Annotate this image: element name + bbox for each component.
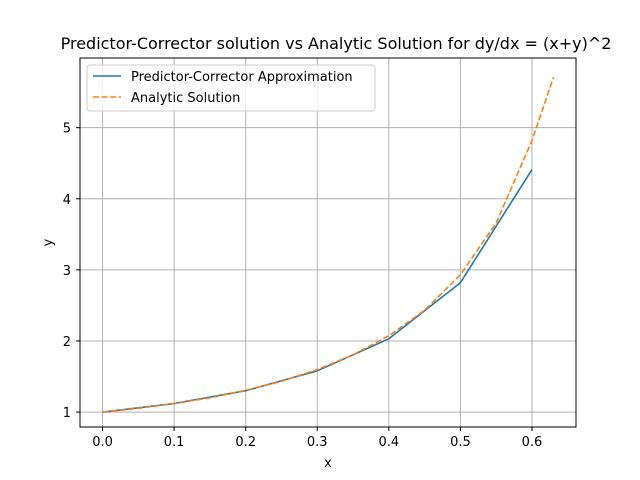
y-tick-label: 4 [63,193,71,208]
legend-label-1: Predictor-Corrector Approximation [131,70,353,85]
x-tick-label: 0.2 [235,435,256,450]
ticks: 0.0 0.1 0.2 0.3 0.4 0.5 0.6 1 2 3 4 5 [63,122,543,450]
series-line-2 [102,76,555,413]
axes-frame [79,57,577,428]
x-tick-label: 0.5 [450,435,471,450]
legend-box [86,64,376,112]
y-axis-label: y [41,238,56,246]
x-tick-label: 0.1 [164,435,185,450]
plot-lines [102,76,555,413]
legend-label-2: Analytic Solution [131,91,240,106]
y-tick-label: 2 [63,335,71,350]
x-tick-label: 0.6 [522,435,543,450]
y-tick-label: 1 [63,406,71,421]
legend: Predictor-Corrector Approximation Analyti… [86,64,376,112]
y-tick-label: 3 [63,264,71,279]
x-axis-label: x [324,456,332,471]
x-tick-label: 0.3 [307,435,328,450]
x-tick-label: 0.0 [92,435,113,450]
chart-title: Predictor-Corrector solution vs Analytic… [61,34,612,53]
y-tick-label: 5 [63,122,71,137]
x-tick-label: 0.4 [378,435,399,450]
grid [80,58,576,427]
